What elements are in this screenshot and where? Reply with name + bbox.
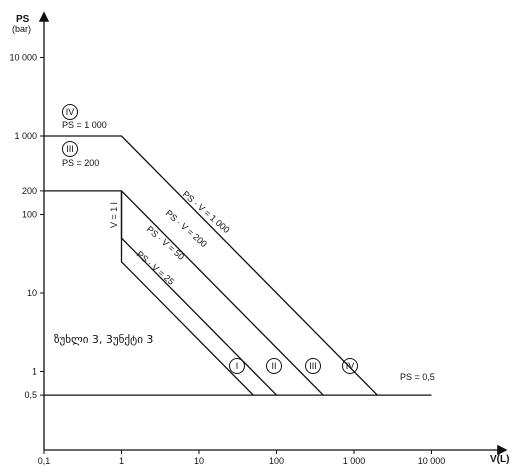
- roman-iv-marker: IV: [62, 104, 78, 120]
- y-axis-unit: (bar): [12, 24, 31, 34]
- svg-text:IV: IV: [346, 361, 355, 371]
- svg-text:I: I: [236, 361, 239, 371]
- series-line-iv: [44, 135, 378, 396]
- svg-text:III: III: [309, 361, 317, 371]
- roman-ii-marker: II: [266, 358, 282, 374]
- x-tick-label: 1 000: [343, 456, 366, 466]
- tick-layer: 0,1 1 10 100 1 000 10 000 0,5 1 10 100 200 1 000 10 …: [9, 53, 445, 467]
- series-layer: [44, 135, 432, 396]
- y-tick-label: 100: [22, 210, 37, 220]
- y-tick-label: 200: [22, 186, 37, 196]
- roman-iv-marker-bottom: IV: [342, 358, 358, 374]
- x-tick-label: 10 000: [418, 456, 446, 466]
- category-note: ზუხლი 3, 3უნქტი 3: [54, 333, 153, 346]
- y-axis-label: PS: [16, 14, 30, 25]
- ps-05-label: PS = 0,5: [400, 372, 435, 382]
- ps-200-label: PS = 200: [62, 158, 99, 168]
- x-tick-label: 10: [194, 456, 204, 466]
- roman-iii-marker: III: [62, 141, 78, 157]
- series-line-iii: [44, 190, 324, 396]
- x-tick-label: 100: [269, 456, 284, 466]
- y-tick-label: 10: [27, 288, 37, 298]
- svg-text:IV: IV: [66, 107, 75, 117]
- ps-1000-label: PS = 1 000: [62, 120, 107, 130]
- y-tick-label: 1: [32, 367, 37, 377]
- roman-iii-marker-bottom: III: [305, 358, 321, 374]
- svg-text:III: III: [66, 144, 74, 154]
- x-tick-label: 0,1: [38, 456, 51, 466]
- y-tick-label: 10 000: [9, 53, 37, 63]
- series-line-ii: [120, 190, 277, 396]
- svg-text:II: II: [271, 361, 276, 371]
- y-tick-label: 0,5: [24, 390, 37, 400]
- x-axis-label: V(L): [490, 454, 509, 465]
- v-1l-label: V = 1 l: [109, 202, 119, 228]
- x-tick-label: 1: [119, 456, 124, 466]
- roman-i-marker: I: [229, 358, 245, 374]
- y-tick-label: 1 000: [14, 131, 37, 141]
